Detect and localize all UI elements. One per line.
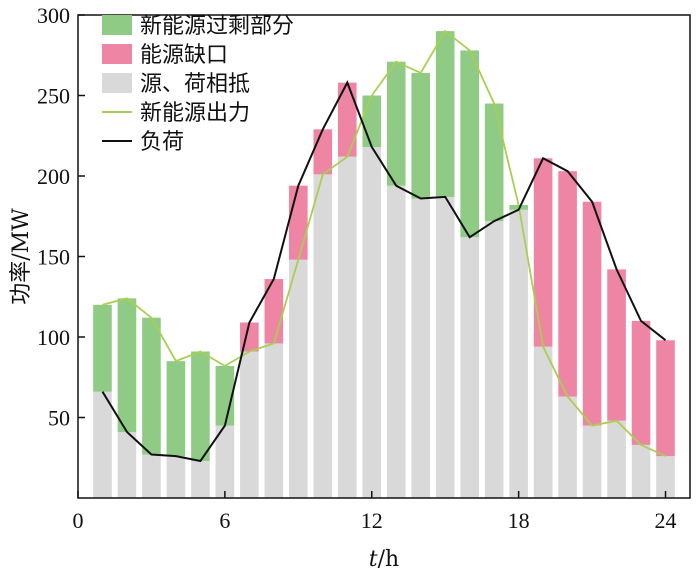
x-axis-label: t/h [369, 547, 399, 572]
y-tick-label: 100 [37, 325, 70, 350]
offset-bar [362, 147, 382, 498]
offset-bar [289, 259, 308, 498]
deficit-bar [313, 129, 333, 175]
deficit-bar [533, 158, 553, 347]
offset-bar [533, 346, 553, 498]
legend-label: 能源缺口 [140, 43, 228, 68]
offset-bar [460, 237, 479, 498]
y-tick-label: 50 [48, 406, 70, 431]
offset-bar [337, 156, 357, 498]
offset-bar [509, 209, 528, 498]
deficit-bar [337, 82, 357, 157]
deficit-bar [289, 185, 308, 260]
legend-label: 新能源过剩部分 [140, 14, 294, 39]
offset-bar [117, 431, 137, 498]
surplus-bar [142, 317, 161, 455]
offset-bar [93, 391, 112, 498]
x-tick-label: 6 [219, 508, 230, 533]
deficit-bar [631, 320, 651, 445]
legend-label: 源、荷相抵 [140, 72, 250, 97]
offset-bar [435, 196, 455, 498]
surplus-bar [362, 95, 382, 148]
offset-bar [656, 456, 675, 498]
offset-bar [264, 343, 284, 498]
y-tick-label: 150 [37, 245, 70, 270]
x-tick-label: 24 [655, 508, 677, 533]
surplus-bar [166, 361, 186, 457]
y-tick-label: 250 [37, 84, 70, 109]
surplus-bar [411, 72, 431, 199]
deficit-bar [582, 201, 602, 426]
offset-bar [484, 221, 504, 498]
x-tick-label: 0 [73, 508, 84, 533]
legend-swatch [102, 15, 132, 35]
line-layer [101, 29, 667, 463]
deficit-bar [656, 340, 675, 457]
x-tick-label: 12 [361, 508, 383, 533]
offset-bar [558, 396, 577, 498]
offset-bar [191, 460, 210, 498]
legend-swatch [102, 44, 132, 64]
x-axis-label-unit: /h [378, 547, 400, 572]
legend-swatch [102, 73, 132, 93]
offset-bar [166, 456, 186, 498]
offset-bar [582, 425, 602, 498]
offset-bar [607, 420, 626, 498]
offset-bar [215, 425, 235, 498]
load-line [101, 80, 667, 463]
deficit-bar [607, 269, 626, 421]
surplus-bar [386, 61, 406, 186]
legend-label: 负荷 [140, 130, 184, 155]
x-axis-label-var: t [369, 547, 378, 572]
surplus-bar [117, 298, 137, 432]
surplus-bar [93, 304, 112, 392]
legend-label: 新能源出力 [140, 101, 250, 126]
offset-bar [240, 351, 259, 498]
offset-bar [313, 174, 333, 498]
axes: 0 6 12 18 24 50 100 150 200 250 300 [37, 3, 691, 533]
surplus-bar [460, 50, 479, 238]
offset-bar [411, 198, 431, 499]
y-axis-label: 功率/MW [9, 208, 34, 305]
renewable-output-line [102, 29, 666, 457]
surplus-bar [484, 103, 504, 222]
offset-bar [386, 185, 406, 498]
offset-bar [631, 444, 651, 498]
y-tick-label: 200 [37, 164, 70, 189]
x-tick-label: 18 [508, 508, 530, 533]
offset-bar [142, 454, 161, 498]
surplus-bar [215, 365, 235, 426]
surplus-bar [435, 31, 455, 197]
deficit-bar [558, 171, 577, 397]
surplus-bar [191, 351, 210, 461]
y-tick-label: 300 [37, 3, 70, 28]
